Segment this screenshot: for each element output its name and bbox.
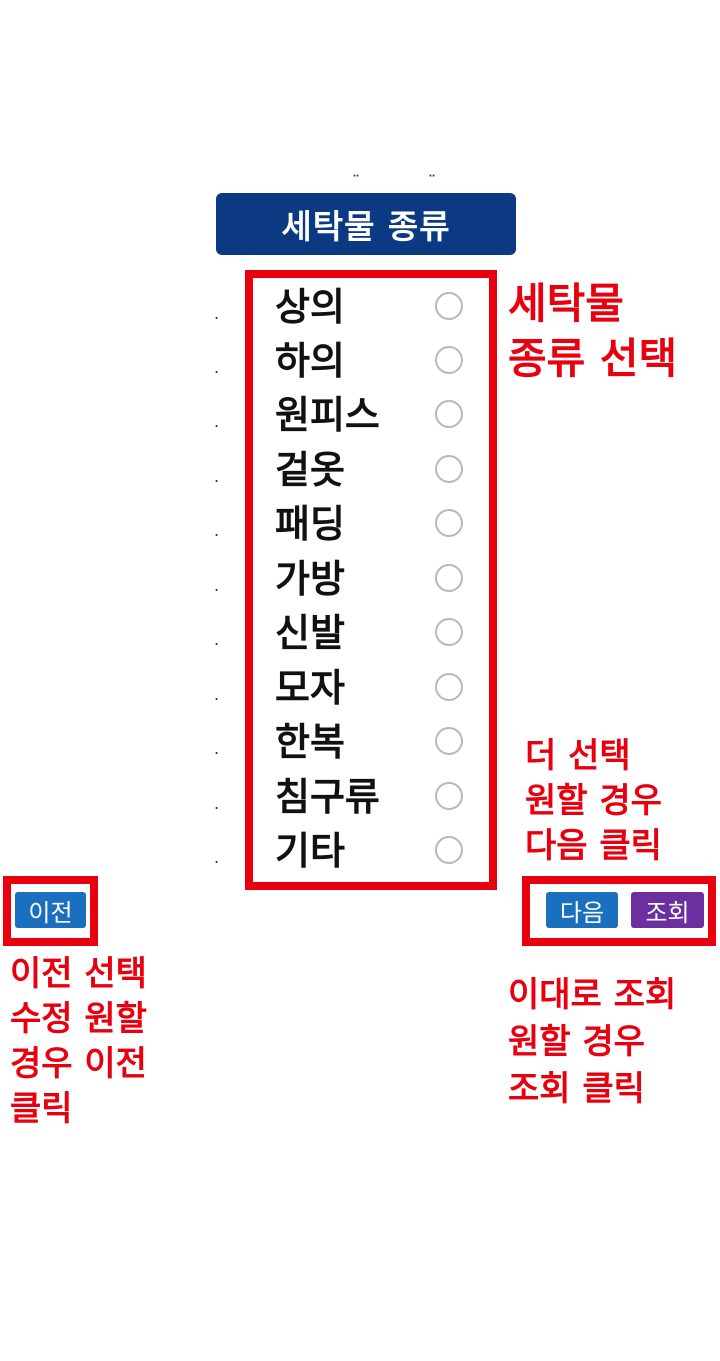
- bullet: .: [214, 521, 220, 540]
- list-item[interactable]: . 가방: [0, 552, 720, 606]
- list-item[interactable]: . 원피스: [0, 388, 720, 442]
- list-item[interactable]: . 모자: [0, 661, 720, 715]
- annotation-line: 더 선택: [525, 736, 631, 776]
- list-item[interactable]: . 상의: [0, 280, 720, 334]
- bullet: .: [214, 576, 220, 595]
- item-label: 기타: [275, 829, 345, 873]
- bullet: .: [214, 739, 220, 758]
- item-label: 신발: [275, 611, 345, 655]
- list-item[interactable]: . 기타: [0, 824, 720, 878]
- item-label: 한복: [275, 720, 345, 764]
- bullet: .: [214, 848, 220, 867]
- item-label: 가방: [275, 557, 345, 601]
- radio-button[interactable]: [435, 564, 463, 592]
- annotation-line: 이대로 조회: [508, 975, 677, 1015]
- annotation-line: 경우 이전: [10, 1044, 147, 1084]
- prev-highlight-box: [3, 876, 98, 946]
- list-item[interactable]: . 하의: [0, 334, 720, 388]
- annotation-prev: 이전 선택 수정 원할 경우 이전 클릭: [10, 952, 147, 1132]
- list-item[interactable]: . 신발: [0, 606, 720, 660]
- annotation-line: 이전 선택: [10, 954, 147, 994]
- item-label: 하의: [275, 339, 345, 383]
- annotation-line: 다음 클릭: [525, 826, 662, 866]
- annotation-line: 원할 경우: [508, 1022, 645, 1062]
- prev-button-label: 이전: [28, 898, 73, 927]
- bullet: .: [214, 467, 220, 486]
- item-label: 모자: [275, 666, 345, 710]
- annotation-line: 수정 원할: [10, 999, 147, 1039]
- header-title: 세탁물 종류: [281, 207, 451, 246]
- prev-button[interactable]: 이전: [15, 892, 86, 928]
- annotation-line: 종류 선택: [508, 334, 678, 383]
- annotation-line: 원할 경우: [525, 781, 662, 821]
- next-button-label: 다음: [559, 898, 605, 927]
- item-label: 겉옷: [275, 448, 345, 492]
- decorative-mark: ¨: [352, 172, 360, 191]
- list-item[interactable]: . 패딩: [0, 497, 720, 551]
- decorative-mark: ¨: [428, 172, 436, 191]
- item-label: 침구류: [275, 775, 380, 819]
- radio-button[interactable]: [435, 618, 463, 646]
- radio-button[interactable]: [435, 782, 463, 810]
- next-search-highlight-box: [522, 876, 716, 946]
- bullet: .: [214, 358, 220, 377]
- radio-button[interactable]: [435, 836, 463, 864]
- radio-button[interactable]: [435, 509, 463, 537]
- bullet: .: [214, 412, 220, 431]
- bullet: .: [214, 794, 220, 813]
- bullet: .: [214, 630, 220, 649]
- radio-button[interactable]: [435, 400, 463, 428]
- annotation-line: 세탁물: [508, 279, 624, 328]
- laundry-type-header: 세탁물 종류: [216, 193, 516, 255]
- radio-button[interactable]: [435, 346, 463, 374]
- annotation-line: 클릭: [10, 1089, 73, 1129]
- bullet: .: [214, 304, 220, 323]
- item-label: 패딩: [275, 502, 345, 546]
- annotation-line: 조회 클릭: [508, 1069, 645, 1109]
- annotation-more-select: 더 선택 원할 경우 다음 클릭: [525, 734, 662, 869]
- list-item[interactable]: . 겉옷: [0, 443, 720, 497]
- item-label: 상의: [275, 285, 345, 329]
- bullet: .: [214, 685, 220, 704]
- radio-button[interactable]: [435, 455, 463, 483]
- radio-button[interactable]: [435, 292, 463, 320]
- list-item[interactable]: . 침구류: [0, 770, 720, 824]
- annotation-select-type: 세탁물 종류 선택: [508, 276, 677, 386]
- item-label: 원피스: [275, 393, 380, 437]
- search-button[interactable]: 조회: [631, 892, 704, 928]
- search-button-label: 조회: [645, 898, 690, 927]
- list-item[interactable]: . 한복: [0, 715, 720, 769]
- radio-button[interactable]: [435, 727, 463, 755]
- radio-button[interactable]: [435, 673, 463, 701]
- annotation-search: 이대로 조회 원할 경우 조회 클릭: [508, 972, 676, 1113]
- list-highlight-box: [245, 270, 497, 890]
- next-button[interactable]: 다음: [546, 892, 618, 928]
